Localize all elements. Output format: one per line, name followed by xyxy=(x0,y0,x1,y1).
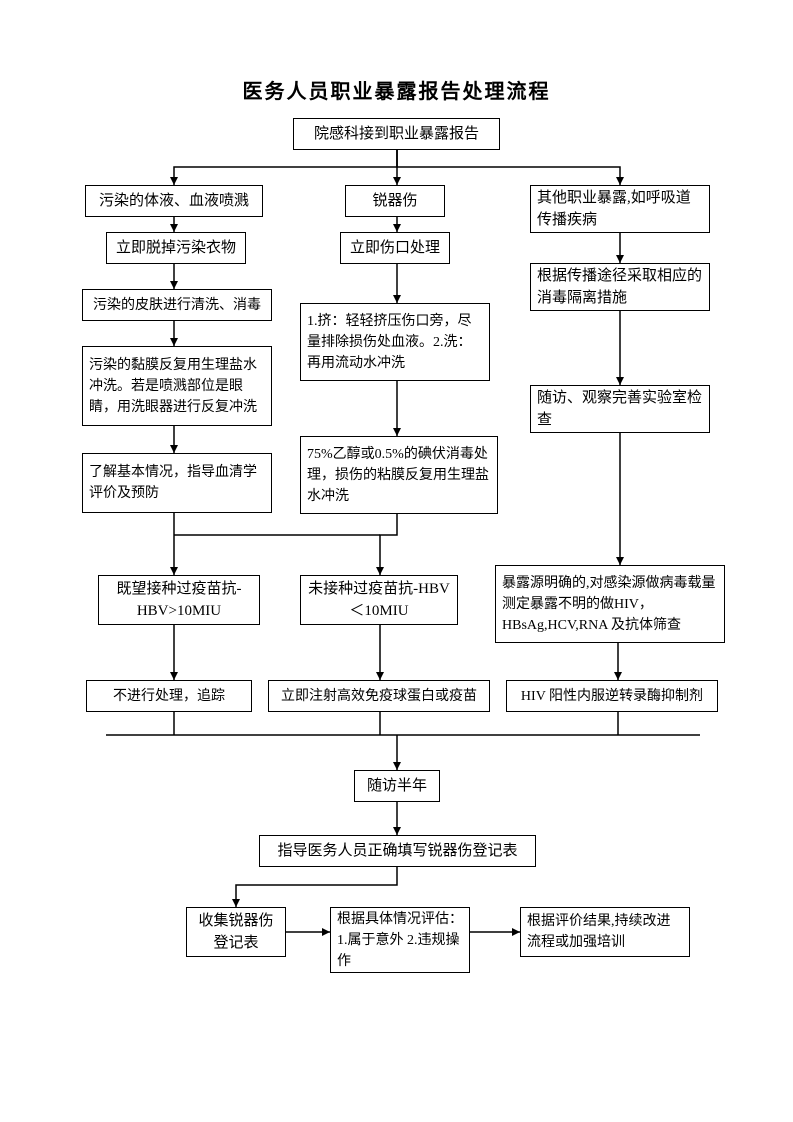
flowchart-node: 了解基本情况，指导血清学评价及预防 xyxy=(82,453,272,513)
flowchart-node: 随访半年 xyxy=(354,770,440,802)
flowchart-node: 立即脱掉污染衣物 xyxy=(106,232,246,264)
flowchart-node: 立即伤口处理 xyxy=(340,232,450,264)
flowchart-node: 污染的体液、血液喷溅 xyxy=(85,185,263,217)
flowchart-node: 其他职业暴露,如呼吸道传播疾病 xyxy=(530,185,710,233)
flowchart-edge xyxy=(236,867,397,907)
flowchart-edge xyxy=(397,150,620,185)
flowchart-node: 立即注射高效免疫球蛋白或疫苗 xyxy=(268,680,490,712)
flowchart-node: 暴露源明确的,对感染源做病毒载量测定暴露不明的做HIV，HBsAg,HCV,RN… xyxy=(495,565,725,643)
flowchart-node: 污染的皮肤进行清洗、消毒 xyxy=(82,289,272,321)
flowchart-node: 根据评价结果,持续改进流程或加强培训 xyxy=(520,907,690,957)
flowchart-node: 1.挤：轻轻挤压伤口旁，尽量排除损伤处血液。2.洗：再用流动水冲洗 xyxy=(300,303,490,381)
flowchart-node: 未接种过疫苗抗-HBV＜10MIU xyxy=(300,575,458,625)
flowchart-node: 随访、观察完善实验室检查 xyxy=(530,385,710,433)
flowchart-node: 不进行处理，追踪 xyxy=(86,680,252,712)
flowchart-node: 收集锐器伤登记表 xyxy=(186,907,286,957)
flowchart-node: 既望接种过疫苗抗-HBV>10MIU xyxy=(98,575,260,625)
flowchart-node: 根据具体情况评估：1.属于意外 2.违规操作 xyxy=(330,907,470,973)
flowchart-node: 75%乙醇或0.5%的碘伏消毒处理，损伤的粘膜反复用生理盐水冲洗 xyxy=(300,436,498,514)
page-title: 医务人员职业暴露报告处理流程 xyxy=(0,75,793,104)
flowchart-edge xyxy=(174,150,397,185)
flowchart-node: 根据传播途径采取相应的消毒隔离措施 xyxy=(530,263,710,311)
flowchart-node: 指导医务人员正确填写锐器伤登记表 xyxy=(259,835,536,867)
flowchart-edge xyxy=(380,514,397,575)
flowchart-node: 锐器伤 xyxy=(345,185,445,217)
flowchart-node: 院感科接到职业暴露报告 xyxy=(293,118,500,150)
flowchart-node: 污染的黏膜反复用生理盐水冲洗。若是喷溅部位是眼睛，用洗眼器进行反复冲洗 xyxy=(82,346,272,426)
flowchart-node: HIV 阳性内服逆转录酶抑制剂 xyxy=(506,680,718,712)
